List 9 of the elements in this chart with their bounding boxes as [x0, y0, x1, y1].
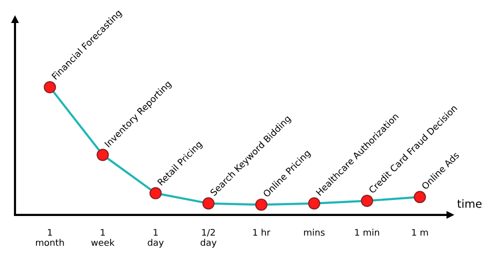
x-tick-label: 1 m — [412, 229, 428, 236]
x-tick-label: 1 month — [36, 229, 64, 246]
x-tick-label: 1/2 day — [200, 228, 216, 248]
x-tick-label: 1 hr — [253, 228, 270, 236]
x-axis-title: time — [457, 199, 482, 208]
x-tick-label: 1 week — [91, 229, 115, 246]
x-tick-label: 1 day — [148, 229, 164, 248]
x-tick-label: mins — [304, 228, 325, 236]
x-tick-label: 1 min — [355, 228, 380, 236]
